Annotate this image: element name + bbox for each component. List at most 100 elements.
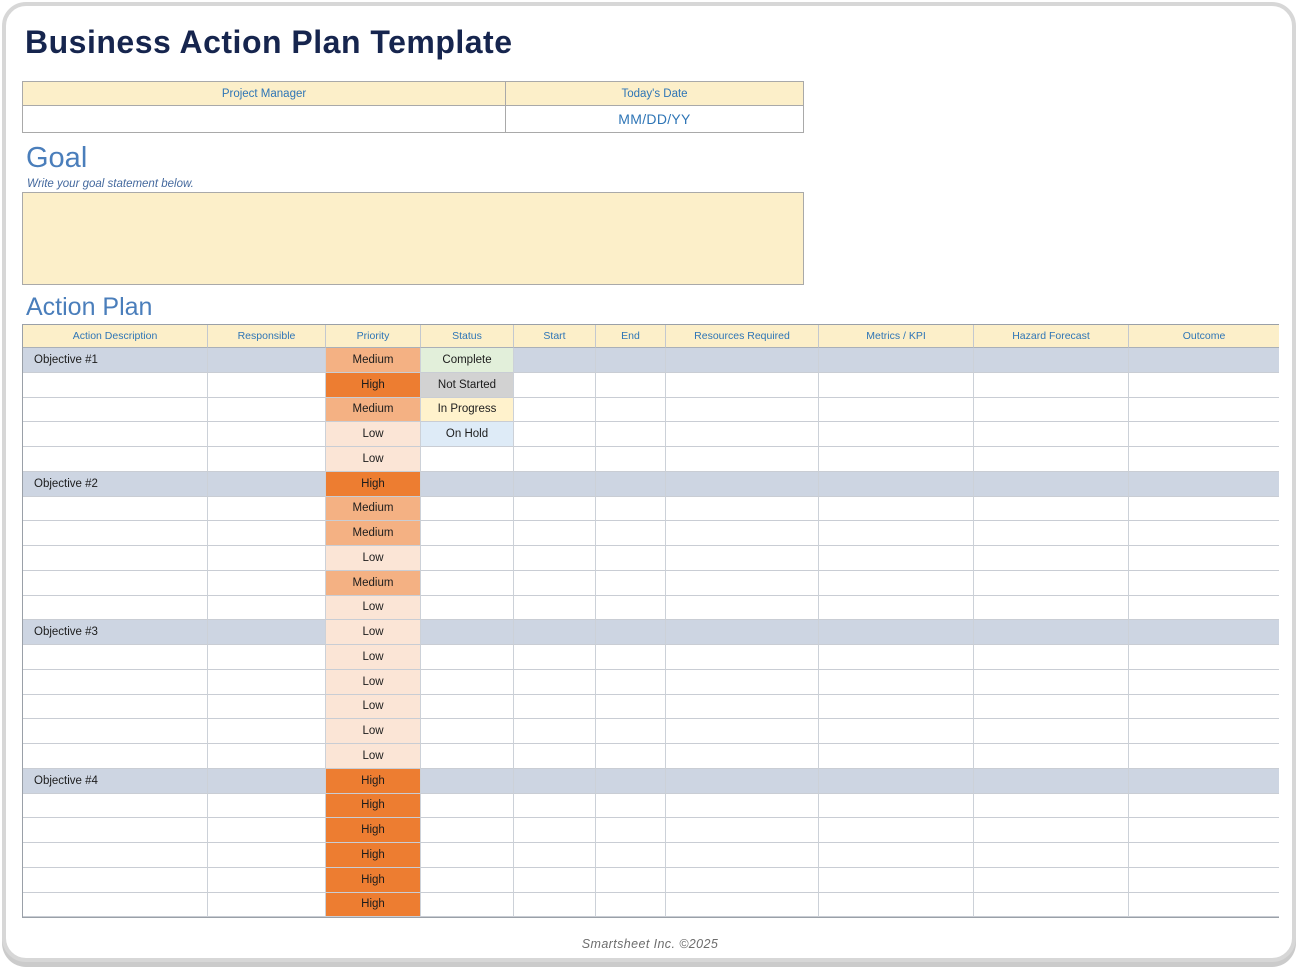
cell-r17-action-description[interactable] [23, 744, 208, 769]
cell-r14-metrics-kpi[interactable] [819, 669, 974, 695]
cell-r16-resources-required[interactable] [666, 719, 819, 744]
cell-r21-metrics-kpi[interactable] [819, 843, 974, 868]
cell-r22-status[interactable] [421, 867, 514, 893]
cell-r15-outcome[interactable] [1129, 694, 1279, 720]
cell-r23-action-description[interactable] [23, 892, 208, 918]
cell-r19-resources-required[interactable] [666, 793, 819, 819]
cell-r22-metrics-kpi[interactable] [819, 867, 974, 893]
status-cell-r3[interactable]: In Progress [421, 397, 514, 423]
cell-r16-start[interactable] [514, 719, 596, 744]
status-cell-r2[interactable]: Not Started [421, 372, 514, 398]
cell-r6-end[interactable] [596, 471, 666, 497]
cell-r2-end[interactable] [596, 372, 666, 398]
cell-r8-action-description[interactable] [23, 521, 208, 546]
cell-r22-outcome[interactable] [1129, 867, 1279, 893]
priority-cell-r14[interactable]: Low [326, 669, 421, 695]
cell-r10-end[interactable] [596, 570, 666, 596]
cell-r6-hazard-forecast[interactable] [974, 471, 1129, 497]
cell-r13-end[interactable] [596, 645, 666, 670]
cell-r2-resources-required[interactable] [666, 372, 819, 398]
cell-r13-action-description[interactable] [23, 645, 208, 670]
cell-r5-action-description[interactable] [23, 447, 208, 472]
priority-cell-r2[interactable]: High [326, 372, 421, 398]
cell-r4-action-description[interactable] [23, 422, 208, 447]
cell-r7-outcome[interactable] [1129, 496, 1279, 522]
cell-r14-outcome[interactable] [1129, 669, 1279, 695]
cell-r10-resources-required[interactable] [666, 570, 819, 596]
cell-r17-hazard-forecast[interactable] [974, 744, 1129, 769]
priority-cell-r16[interactable]: Low [326, 719, 421, 744]
todays-date-input-cell[interactable]: MM/DD/YY [618, 111, 691, 127]
cell-r10-outcome[interactable] [1129, 570, 1279, 596]
cell-r10-hazard-forecast[interactable] [974, 570, 1129, 596]
cell-r4-metrics-kpi[interactable] [819, 422, 974, 447]
cell-r2-responsible[interactable] [208, 372, 326, 398]
cell-r8-resources-required[interactable] [666, 521, 819, 546]
cell-r9-action-description[interactable] [23, 546, 208, 571]
cell-r19-responsible[interactable] [208, 793, 326, 819]
cell-r8-end[interactable] [596, 521, 666, 546]
cell-r6-start[interactable] [514, 471, 596, 497]
cell-r12-resources-required[interactable] [666, 620, 819, 645]
cell-r4-start[interactable] [514, 422, 596, 447]
cell-r2-hazard-forecast[interactable] [974, 372, 1129, 398]
cell-r1-end[interactable] [596, 348, 666, 373]
cell-r17-status[interactable] [421, 744, 514, 769]
cell-r12-outcome[interactable] [1129, 620, 1279, 645]
cell-r11-status[interactable] [421, 595, 514, 621]
cell-r13-start[interactable] [514, 645, 596, 670]
cell-r20-hazard-forecast[interactable] [974, 818, 1129, 843]
cell-r6-responsible[interactable] [208, 471, 326, 497]
cell-r4-end[interactable] [596, 422, 666, 447]
cell-r7-action-description[interactable] [23, 496, 208, 522]
cell-r14-status[interactable] [421, 669, 514, 695]
cell-r19-metrics-kpi[interactable] [819, 793, 974, 819]
cell-r16-status[interactable] [421, 719, 514, 744]
cell-r20-metrics-kpi[interactable] [819, 818, 974, 843]
cell-r22-end[interactable] [596, 867, 666, 893]
priority-cell-r17[interactable]: Low [326, 744, 421, 769]
cell-r23-metrics-kpi[interactable] [819, 892, 974, 918]
cell-r2-outcome[interactable] [1129, 372, 1279, 398]
cell-r5-responsible[interactable] [208, 447, 326, 472]
cell-r7-start[interactable] [514, 496, 596, 522]
cell-r16-metrics-kpi[interactable] [819, 719, 974, 744]
cell-r7-metrics-kpi[interactable] [819, 496, 974, 522]
cell-r18-end[interactable] [596, 768, 666, 794]
cell-r15-responsible[interactable] [208, 694, 326, 720]
cell-r1-hazard-forecast[interactable] [974, 348, 1129, 373]
cell-r6-metrics-kpi[interactable] [819, 471, 974, 497]
priority-cell-r6[interactable]: High [326, 471, 421, 497]
cell-r1-metrics-kpi[interactable] [819, 348, 974, 373]
cell-r12-responsible[interactable] [208, 620, 326, 645]
cell-r12-hazard-forecast[interactable] [974, 620, 1129, 645]
cell-r21-action-description[interactable] [23, 843, 208, 868]
cell-r15-hazard-forecast[interactable] [974, 694, 1129, 720]
cell-r18-status[interactable] [421, 768, 514, 794]
priority-cell-r22[interactable]: High [326, 867, 421, 893]
priority-cell-r21[interactable]: High [326, 843, 421, 868]
cell-r23-hazard-forecast[interactable] [974, 892, 1129, 918]
cell-r21-hazard-forecast[interactable] [974, 843, 1129, 868]
cell-r15-end[interactable] [596, 694, 666, 720]
cell-r19-end[interactable] [596, 793, 666, 819]
cell-r1-start[interactable] [514, 348, 596, 373]
cell-r11-start[interactable] [514, 595, 596, 621]
cell-r10-responsible[interactable] [208, 570, 326, 596]
cell-r14-resources-required[interactable] [666, 669, 819, 695]
cell-r20-action-description[interactable] [23, 818, 208, 843]
cell-r3-metrics-kpi[interactable] [819, 397, 974, 423]
cell-r12-end[interactable] [596, 620, 666, 645]
cell-r16-responsible[interactable] [208, 719, 326, 744]
cell-r10-status[interactable] [421, 570, 514, 596]
cell-r6-outcome[interactable] [1129, 471, 1279, 497]
cell-r18-outcome[interactable] [1129, 768, 1279, 794]
cell-r8-responsible[interactable] [208, 521, 326, 546]
cell-r13-hazard-forecast[interactable] [974, 645, 1129, 670]
priority-cell-r8[interactable]: Medium [326, 521, 421, 546]
cell-r11-responsible[interactable] [208, 595, 326, 621]
cell-r17-resources-required[interactable] [666, 744, 819, 769]
priority-cell-r4[interactable]: Low [326, 422, 421, 447]
cell-r9-responsible[interactable] [208, 546, 326, 571]
status-cell-r4[interactable]: On Hold [421, 422, 514, 447]
